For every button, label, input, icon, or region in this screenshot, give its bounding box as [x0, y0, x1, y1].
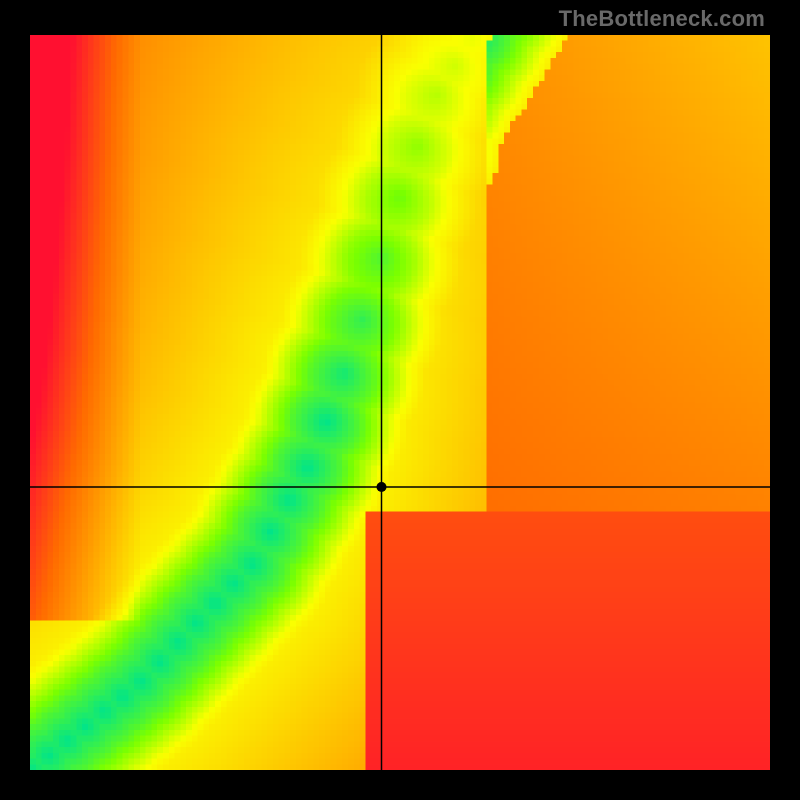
crosshair-overlay [30, 35, 770, 770]
outer-frame: TheBottleneck.com [0, 0, 800, 800]
watermark-text: TheBottleneck.com [559, 6, 765, 32]
